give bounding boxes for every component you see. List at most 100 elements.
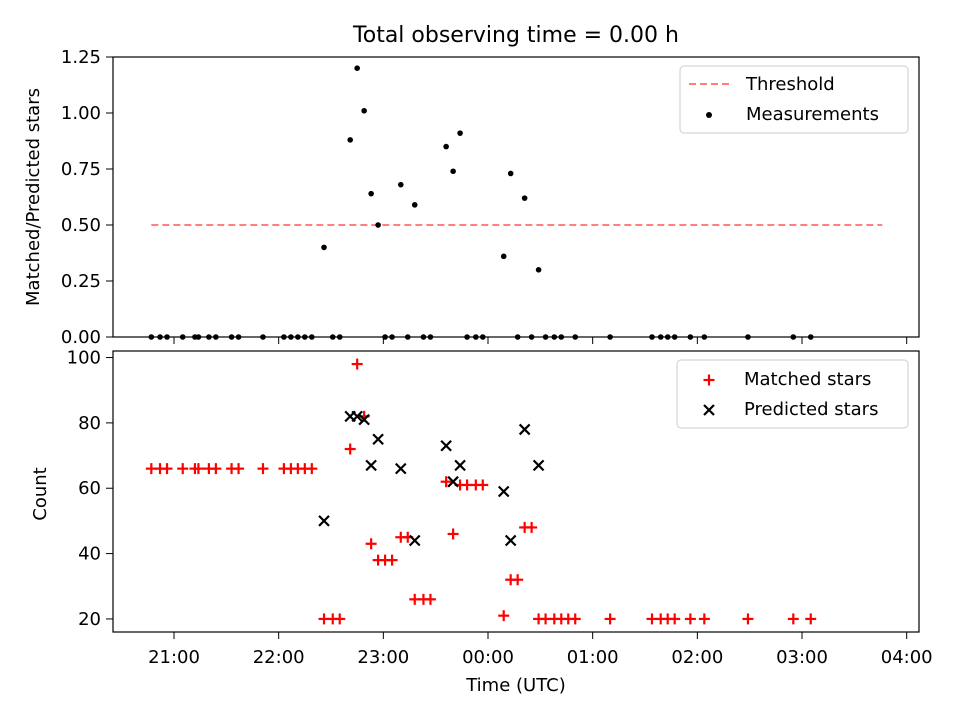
x-tick-label: 22:00	[253, 647, 305, 668]
x-tick-label: 01:00	[567, 647, 619, 668]
bottom-y-tick-label: 100	[67, 348, 101, 369]
top-y-axis-ticks: 0.00 0.25 0.50 0.75 1.00 1.25	[61, 47, 113, 348]
top-y-tick-label: 0.25	[61, 271, 101, 292]
chart-title: Total observing time = 0.00 h	[352, 23, 679, 48]
bottom-y-tick-label: 80	[78, 413, 101, 434]
measurement-point	[443, 143, 449, 150]
measurement-point	[347, 137, 353, 143]
top-panel: 0.00 0.25 0.50 0.75 1.00 1.25 Matched/Predict…	[23, 47, 920, 348]
bottom-y-axis-ticks: 20 40 60 80 100	[67, 348, 113, 630]
matched-star-point	[351, 358, 363, 370]
matched-star-point	[569, 613, 581, 625]
predicted-star-point	[365, 459, 377, 472]
matched-star-point	[604, 613, 616, 625]
predicted-star-point	[454, 459, 466, 472]
predicted-star-point	[408, 534, 421, 547]
top-x-axis-ticks	[173, 337, 908, 344]
bottom-legend-box	[676, 359, 909, 429]
top-y-tick-label: 1.00	[61, 103, 101, 124]
matched-star-point	[787, 613, 799, 625]
top-legend: Threshold Measurements	[679, 65, 909, 134]
measurement-point	[521, 195, 528, 201]
measurement-point	[354, 65, 360, 71]
matched-star-point	[161, 463, 173, 475]
measurement-point	[500, 253, 507, 260]
matched-star-point	[424, 593, 436, 605]
measurement-point	[450, 168, 456, 175]
measurement-points	[148, 65, 814, 340]
matched-star-point	[334, 613, 346, 625]
predicted-star-point	[497, 485, 510, 498]
x-tick-label: 21:00	[148, 647, 200, 668]
legend-matched-marker	[703, 374, 715, 386]
predicted-star-point	[395, 462, 407, 475]
measurement-point	[397, 181, 404, 188]
legend-matched-swatch	[703, 374, 715, 386]
bottom-y-axis-label: Count	[30, 467, 51, 520]
matched-star-point	[365, 538, 377, 550]
legend-predicted-label: Predicted stars	[744, 399, 878, 420]
top-y-tick-label: 1.25	[61, 47, 101, 68]
bottom-legend: Matched stars Predicted stars	[676, 359, 909, 429]
measurement-point	[375, 222, 381, 228]
legend-matched-label: Matched stars	[744, 369, 871, 390]
matched-star-point	[526, 521, 538, 533]
measurement-point	[535, 267, 542, 273]
matched-star-point	[512, 574, 524, 586]
top-y-tick-label: 0.75	[61, 159, 101, 180]
bottom-y-tick-label: 40	[78, 544, 101, 565]
matched-star-point	[742, 613, 754, 625]
x-axis-label: Time (UTC)	[465, 675, 566, 696]
matched-star-point	[477, 479, 489, 491]
predicted-star-point	[440, 439, 452, 452]
bottom-y-tick-label: 20	[78, 609, 101, 630]
measurement-point	[507, 170, 514, 177]
matched-star-point	[344, 443, 356, 455]
measurement-point	[457, 130, 463, 136]
predicted-star-point	[351, 410, 363, 423]
legend-predicted-swatch	[703, 404, 715, 416]
predicted-star-point	[447, 475, 459, 488]
matched-star-point	[684, 613, 696, 625]
matched-star-point	[233, 463, 245, 475]
predicted-star-point	[532, 459, 545, 472]
top-y-tick-label: 0.50	[61, 215, 101, 236]
matched-star-point	[192, 463, 204, 475]
bottom-panel: 20 40 60 80 100 21:00 22:00 23:00 00:00 01:00 02:…	[30, 348, 933, 696]
top-legend-box	[679, 65, 909, 134]
matched-star-point	[669, 613, 681, 625]
matched-star-point	[306, 463, 318, 475]
matched-star-point	[447, 528, 459, 540]
predicted-star-point	[518, 423, 531, 436]
top-y-axis-label: Matched/Predicted stars	[23, 88, 44, 306]
matched-star-point	[386, 554, 398, 566]
bottom-axes-frame	[112, 350, 920, 633]
measurement-point	[411, 202, 418, 208]
matched-star-point	[698, 613, 710, 625]
top-axes-frame	[112, 56, 920, 338]
legend-threshold-label: Threshold	[745, 74, 835, 95]
matched-star-point	[177, 463, 189, 475]
predicted-star-point	[358, 413, 370, 426]
predicted-stars-points	[318, 410, 545, 547]
matched-star-point	[440, 476, 452, 488]
matched-star-point	[210, 463, 222, 475]
matched-star-point	[805, 613, 817, 625]
measurement-point	[361, 107, 367, 114]
measurement-point	[321, 244, 327, 251]
legend-measurements-swatch	[706, 112, 712, 118]
x-tick-label: 03:00	[776, 647, 828, 668]
x-tick-label: 00:00	[462, 647, 514, 668]
top-y-tick-label: 0.00	[61, 327, 101, 348]
predicted-star-point	[504, 534, 517, 547]
bottom-y-tick-label: 60	[78, 478, 101, 499]
predicted-star-point	[318, 515, 330, 527]
measurement-point	[368, 190, 374, 197]
bottom-x-axis-ticks: 21:00 22:00 23:00 00:00 01:00 02:00 03:00 04:00	[148, 632, 933, 668]
x-tick-label: 04:00	[881, 647, 933, 668]
predicted-star-point	[372, 433, 384, 445]
x-tick-label: 02:00	[671, 647, 723, 668]
matched-star-point	[257, 463, 269, 475]
legend-predicted-marker	[703, 404, 715, 416]
